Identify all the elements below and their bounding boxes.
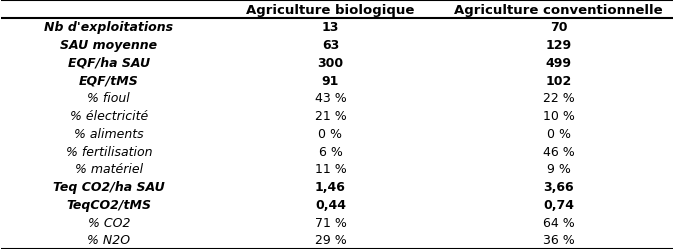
- Text: 29 %: 29 %: [314, 233, 346, 246]
- Text: % fioul: % fioul: [87, 92, 130, 105]
- Text: % électricité: % électricité: [69, 110, 148, 123]
- Text: Agriculture biologique: Agriculture biologique: [246, 4, 415, 17]
- Text: 36 %: 36 %: [543, 233, 574, 246]
- Text: 22 %: 22 %: [543, 92, 574, 105]
- Text: Nb d'exploitations: Nb d'exploitations: [44, 22, 173, 34]
- Text: 21 %: 21 %: [314, 110, 346, 123]
- Text: 0,74: 0,74: [544, 198, 574, 211]
- Text: 70: 70: [550, 22, 568, 34]
- Text: 10 %: 10 %: [543, 110, 574, 123]
- Text: 1,46: 1,46: [315, 180, 346, 193]
- Text: 91: 91: [322, 74, 339, 87]
- Text: Agriculture conventionnelle: Agriculture conventionnelle: [455, 4, 663, 17]
- Text: 64 %: 64 %: [543, 216, 574, 228]
- Text: % aliments: % aliments: [74, 127, 144, 140]
- Text: 102: 102: [546, 74, 572, 87]
- Text: 3,66: 3,66: [544, 180, 574, 193]
- Text: % fertilisation: % fertilisation: [65, 145, 152, 158]
- Text: 71 %: 71 %: [314, 216, 346, 228]
- Text: % N2O: % N2O: [87, 233, 131, 246]
- Text: TeqCO2/tMS: TeqCO2/tMS: [66, 198, 151, 211]
- Text: 43 %: 43 %: [314, 92, 346, 105]
- Text: % CO2: % CO2: [87, 216, 130, 228]
- Text: 129: 129: [546, 39, 572, 52]
- Text: 0 %: 0 %: [547, 127, 571, 140]
- Text: 46 %: 46 %: [543, 145, 574, 158]
- Text: 13: 13: [322, 22, 339, 34]
- Text: EQF/ha SAU: EQF/ha SAU: [68, 57, 150, 70]
- Text: 499: 499: [546, 57, 572, 70]
- Text: 300: 300: [317, 57, 343, 70]
- Text: 9 %: 9 %: [547, 163, 571, 175]
- Text: % matériel: % matériel: [75, 163, 143, 175]
- Text: 11 %: 11 %: [314, 163, 346, 175]
- Text: 6 %: 6 %: [319, 145, 343, 158]
- Text: Teq CO2/ha SAU: Teq CO2/ha SAU: [53, 180, 164, 193]
- Text: 0 %: 0 %: [319, 127, 343, 140]
- Text: SAU moyenne: SAU moyenne: [61, 39, 158, 52]
- Text: EQF/tMS: EQF/tMS: [79, 74, 139, 87]
- Text: 63: 63: [322, 39, 339, 52]
- Text: 0,44: 0,44: [315, 198, 346, 211]
